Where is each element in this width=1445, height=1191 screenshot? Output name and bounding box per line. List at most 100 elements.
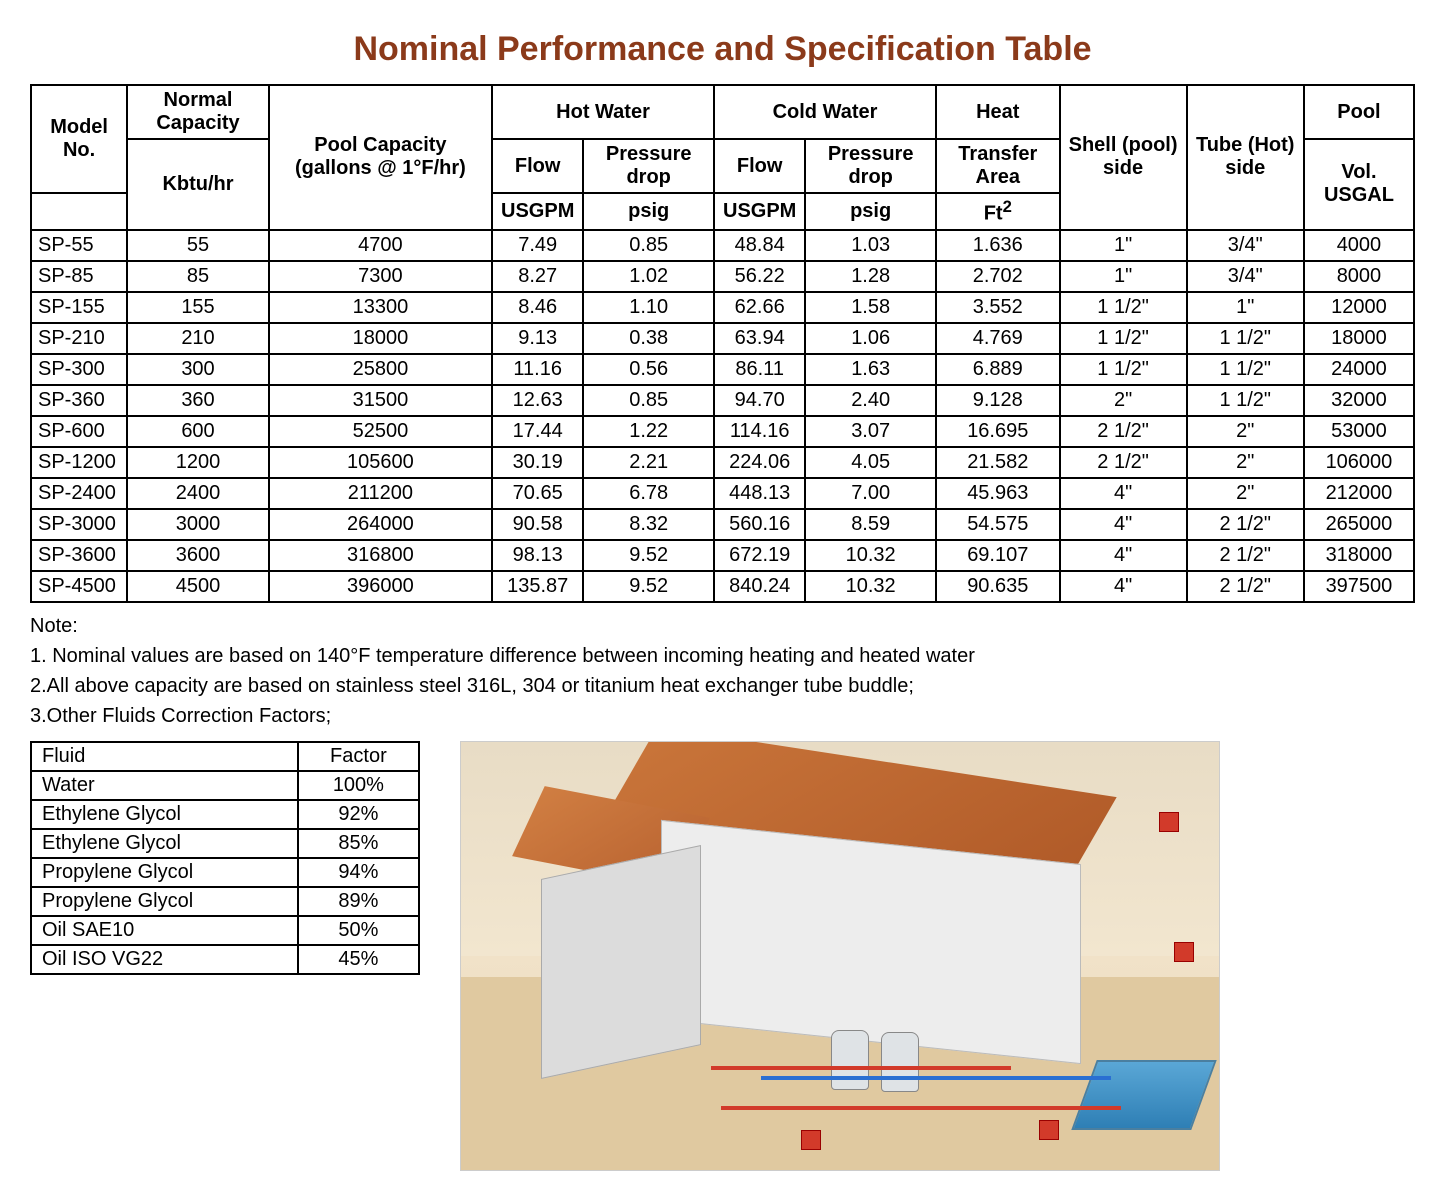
cell-pool-capacity: 4700 <box>269 230 492 261</box>
cell-cold-pd: 1.58 <box>805 292 936 323</box>
cell-cold-flow: 48.84 <box>714 230 805 261</box>
col-tube: Tube (Hot) side <box>1187 85 1304 230</box>
cell-hot-pd: 6.78 <box>583 478 714 509</box>
cell-fluid: Ethylene Glycol <box>31 800 298 829</box>
table-row: Water100% <box>31 771 419 800</box>
cell-vol: 24000 <box>1304 354 1414 385</box>
diagram-callout <box>1174 942 1194 962</box>
cell-model: SP-3600 <box>31 540 127 571</box>
col-cold-pd: Pressure drop <box>805 139 936 193</box>
cell-tube: 2 1/2" <box>1187 509 1304 540</box>
col-model: Model No. <box>31 85 127 193</box>
cell-factor: 85% <box>298 829 419 858</box>
cell-pool-capacity: 7300 <box>269 261 492 292</box>
cell-area: 2.702 <box>936 261 1060 292</box>
cell-hot-flow: 70.65 <box>492 478 583 509</box>
cell-vol: 53000 <box>1304 416 1414 447</box>
cell-tube: 2" <box>1187 416 1304 447</box>
cell-factor: 94% <box>298 858 419 887</box>
cell-hot-pd: 0.56 <box>583 354 714 385</box>
cell-shell: 4" <box>1060 540 1187 571</box>
cell-model: SP-3000 <box>31 509 127 540</box>
cell-pool-capacity: 211200 <box>269 478 492 509</box>
cell-hot-flow: 30.19 <box>492 447 583 478</box>
diagram-callout <box>1159 812 1179 832</box>
cell-area: 16.695 <box>936 416 1060 447</box>
cell-capacity: 2400 <box>127 478 269 509</box>
cell-factor: 50% <box>298 916 419 945</box>
cell-hot-pd: 0.38 <box>583 323 714 354</box>
table-row: SP-2400240021120070.656.78448.137.0045.9… <box>31 478 1414 509</box>
cell-pool-capacity: 105600 <box>269 447 492 478</box>
diagram-pipe-hot-2 <box>721 1106 1121 1110</box>
cell-hot-flow: 12.63 <box>492 385 583 416</box>
cell-vol: 32000 <box>1304 385 1414 416</box>
cell-vol: 18000 <box>1304 323 1414 354</box>
table-row: SP-1200120010560030.192.21224.064.0521.5… <box>31 447 1414 478</box>
cell-capacity: 3000 <box>127 509 269 540</box>
cell-vol: 12000 <box>1304 292 1414 323</box>
cell-hot-pd: 1.22 <box>583 416 714 447</box>
cell-fluid: Propylene Glycol <box>31 858 298 887</box>
diagram-tank-1 <box>831 1030 869 1090</box>
cell-pool-capacity: 25800 <box>269 354 492 385</box>
cell-hot-pd: 8.32 <box>583 509 714 540</box>
cell-hot-pd: 9.52 <box>583 540 714 571</box>
cell-cold-pd: 10.32 <box>805 571 936 602</box>
table-row: SP-3600360031680098.139.52672.1910.3269.… <box>31 540 1414 571</box>
cell-capacity: 85 <box>127 261 269 292</box>
diagram-pool <box>1071 1060 1216 1130</box>
cell-hot-flow: 8.27 <box>492 261 583 292</box>
cell-area: 1.636 <box>936 230 1060 261</box>
cell-cold-pd: 10.32 <box>805 540 936 571</box>
cell-hot-flow: 7.49 <box>492 230 583 261</box>
cell-factor: 45% <box>298 945 419 974</box>
cell-vol: 318000 <box>1304 540 1414 571</box>
cell-cold-pd: 2.40 <box>805 385 936 416</box>
cell-cold-pd: 1.63 <box>805 354 936 385</box>
spec-table: Model No. Normal Capacity Pool Capacity … <box>30 84 1415 603</box>
unit-kbtu: Kbtu/hr <box>127 139 269 230</box>
cell-vol: 4000 <box>1304 230 1414 261</box>
table-row: SP-858573008.271.0256.221.282.7021"3/4"8… <box>31 261 1414 292</box>
table-row: SP-555547007.490.8548.841.031.6361"3/4"4… <box>31 230 1414 261</box>
cell-hot-flow: 98.13 <box>492 540 583 571</box>
cell-cold-flow: 448.13 <box>714 478 805 509</box>
cell-cold-pd: 4.05 <box>805 447 936 478</box>
cell-hot-flow: 9.13 <box>492 323 583 354</box>
cell-hot-flow: 17.44 <box>492 416 583 447</box>
cell-tube: 2" <box>1187 447 1304 478</box>
cell-fluid: Propylene Glycol <box>31 887 298 916</box>
cell-pool-capacity: 316800 <box>269 540 492 571</box>
cell-vol: 106000 <box>1304 447 1414 478</box>
table-row: SP-6006005250017.441.22114.163.0716.6952… <box>31 416 1414 447</box>
cell-cold-flow: 840.24 <box>714 571 805 602</box>
cell-hot-pd: 2.21 <box>583 447 714 478</box>
cell-tube: 3/4" <box>1187 261 1304 292</box>
cell-cold-pd: 8.59 <box>805 509 936 540</box>
table-row: Propylene Glycol89% <box>31 887 419 916</box>
table-row: SP-3603603150012.630.8594.702.409.1282"1… <box>31 385 1414 416</box>
col-hot-pd: Pressure drop <box>583 139 714 193</box>
cell-hot-flow: 135.87 <box>492 571 583 602</box>
unit-cold-usgpm: USGPM <box>714 193 805 230</box>
cell-area: 9.128 <box>936 385 1060 416</box>
table-row: Ethylene Glycol85% <box>31 829 419 858</box>
cell-factor: 92% <box>298 800 419 829</box>
cell-cold-flow: 56.22 <box>714 261 805 292</box>
col-hot-water: Hot Water <box>492 85 714 139</box>
cell-hot-pd: 0.85 <box>583 230 714 261</box>
cell-vol: 8000 <box>1304 261 1414 292</box>
cell-cold-pd: 1.28 <box>805 261 936 292</box>
table-row: Ethylene Glycol92% <box>31 800 419 829</box>
diagram-callout <box>801 1130 821 1150</box>
cell-model: SP-600 <box>31 416 127 447</box>
col-shell: Shell (pool) side <box>1060 85 1187 230</box>
cell-area: 90.635 <box>936 571 1060 602</box>
cell-hot-pd: 1.02 <box>583 261 714 292</box>
cell-tube: 3/4" <box>1187 230 1304 261</box>
cell-cold-flow: 224.06 <box>714 447 805 478</box>
house-diagram <box>460 741 1220 1171</box>
cell-model: SP-85 <box>31 261 127 292</box>
diagram-wall-side <box>541 845 701 1079</box>
